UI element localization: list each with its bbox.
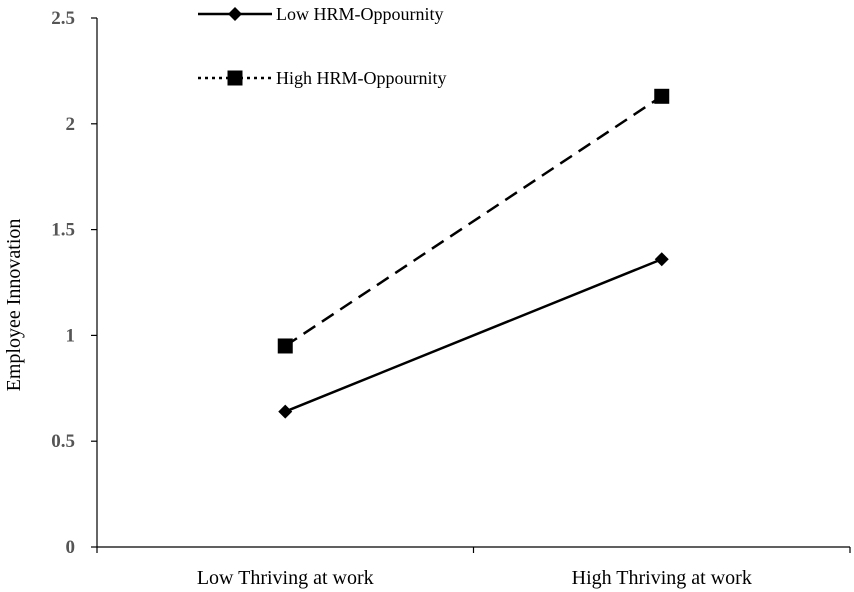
legend-item: High HRM-Oppournity — [198, 68, 447, 88]
legend-marker-diamond — [228, 7, 242, 21]
series-high-hrm — [277, 88, 670, 354]
data-point-diamond — [654, 252, 669, 267]
series-line — [284, 95, 663, 348]
legend-item: Low HRM-Oppournity — [198, 4, 444, 24]
y-tick-label: 1 — [66, 325, 76, 346]
data-point-square — [654, 88, 670, 104]
y-tick-label: 2.5 — [51, 8, 75, 29]
x-tick-label: High Thriving at work — [572, 567, 752, 589]
y-axis-title: Employee Innovation — [3, 219, 25, 392]
axes — [96, 18, 850, 548]
legend-label: Low HRM-Oppournity — [276, 4, 444, 24]
series-layer — [277, 88, 670, 419]
x-tick-label: Low Thriving at work — [197, 567, 374, 589]
y-ticks: 0 0.5 1 1.5 2 2.5 — [51, 8, 97, 558]
series-low-hrm — [278, 252, 669, 419]
x-ticks: Low Thriving at work High Thriving at wor… — [96, 547, 851, 589]
legend-marker-square — [227, 70, 243, 86]
series-line — [284, 258, 663, 413]
data-point-square — [277, 338, 293, 354]
y-tick-label: 1.5 — [51, 220, 75, 241]
y-tick-label: 2 — [66, 114, 76, 135]
legend-label: High HRM-Oppournity — [276, 68, 447, 88]
y-tick-label: 0 — [66, 537, 76, 558]
legend: Low HRM-Oppournity High HRM-Oppournity — [198, 4, 447, 88]
data-point-diamond — [278, 404, 293, 419]
y-tick-label: 0.5 — [51, 431, 75, 452]
